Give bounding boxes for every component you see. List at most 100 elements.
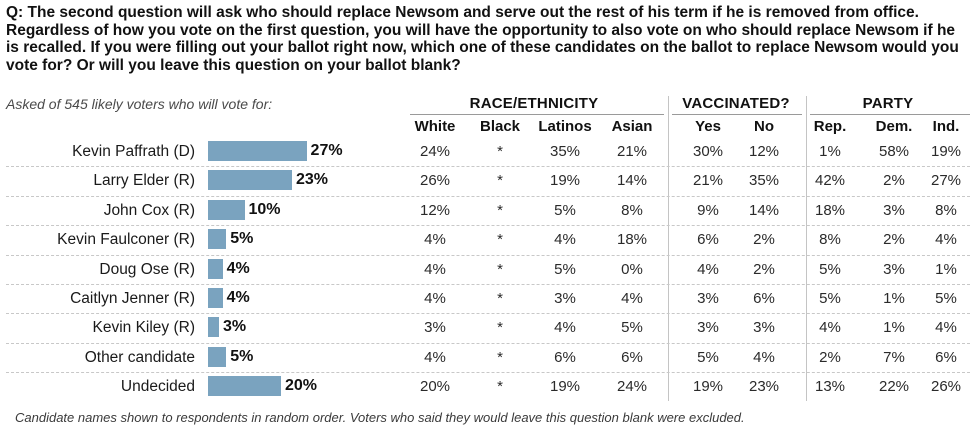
table-cell: 5%	[819, 260, 841, 278]
bar-value-label: 10%	[248, 200, 281, 218]
table-cell: 18%	[616, 231, 648, 249]
bar-value-label: 3%	[222, 318, 247, 336]
column-header: Ind.	[932, 118, 960, 135]
table-cell: 22%	[878, 378, 910, 396]
table-cell: 20%	[419, 378, 451, 396]
footnote: Candidate names shown to respondents in …	[15, 410, 745, 425]
table-cell: 3%	[554, 290, 576, 307]
table-cell: 4%	[424, 260, 446, 278]
table-row: Larry Elder (R) 23% 26% * 19% 14% 21% 35% 42% 2% 2…	[0, 167, 976, 197]
group-header-vaccinated: VACCINATED?	[682, 95, 790, 112]
table-cell: 0%	[621, 260, 643, 278]
table-row: Caitlyn Jenner (R) 4% 4% * 3% 4% 3% 6% 5% 1% 5%	[0, 285, 976, 315]
table-cell: 4%	[621, 290, 643, 307]
table-cell: 21%	[616, 143, 648, 160]
row-divider	[6, 342, 970, 344]
bar-value-label: 4%	[226, 259, 250, 277]
group-underline-vaccinated	[672, 114, 802, 115]
table-cell: 3%	[697, 319, 719, 337]
table-cell: 14%	[616, 172, 648, 190]
table-cell: 8%	[621, 201, 643, 219]
candidate-name: Larry Elder (R)	[93, 172, 195, 190]
table-row: John Cox (R) 10% 12% * 5% 8% 9% 14% 18% 3% 8%	[0, 197, 976, 227]
table-cell: 35%	[748, 172, 780, 190]
bar-mark	[208, 229, 227, 250]
table-cell: 5%	[554, 260, 576, 278]
table-cell: 4%	[753, 348, 775, 366]
table-cell: 2%	[753, 260, 775, 278]
column-divider	[668, 96, 669, 401]
table-cell: 27%	[930, 172, 962, 190]
bar-mark	[208, 170, 292, 191]
bar-mark	[208, 317, 219, 338]
table-cell: 5%	[935, 290, 957, 307]
group-underline-party	[810, 114, 970, 115]
table-cell: 4%	[424, 290, 446, 307]
bar-mark	[208, 346, 227, 367]
table-cell: 1%	[935, 260, 957, 278]
table-cell: *	[497, 378, 503, 396]
table-cell: 19%	[692, 378, 724, 396]
table-cell: *	[497, 231, 503, 249]
row-divider	[6, 254, 970, 256]
column-divider	[806, 96, 807, 401]
table-cell: *	[497, 172, 503, 190]
bar-value-label: 5%	[230, 347, 254, 365]
table-cell: 24%	[419, 143, 451, 160]
candidate-name: Doug Ose (R)	[99, 260, 195, 278]
table-cell: 6%	[935, 348, 957, 366]
row-divider	[6, 166, 970, 168]
bar-value-label: 23%	[295, 171, 328, 189]
candidate-name: Caitlyn Jenner (R)	[70, 290, 195, 307]
row-divider	[6, 225, 970, 227]
table-cell: 4%	[819, 319, 841, 337]
column-header: No	[754, 118, 774, 135]
bar-mark	[208, 141, 307, 161]
table-cell: 1%	[819, 143, 841, 160]
table-cell: 5%	[819, 290, 841, 307]
table-cell: 5%	[554, 201, 576, 219]
table-row: Kevin Faulconer (R) 5% 4% * 4% 18% 6% 2% 8% 2% 4%	[0, 226, 976, 256]
candidate-name: Kevin Paffrath (D)	[72, 143, 195, 160]
table-cell: 4%	[935, 319, 957, 337]
bar-mark	[208, 288, 223, 308]
table-cell: *	[497, 201, 503, 219]
table-cell: 3%	[883, 260, 905, 278]
table-cell: 1%	[883, 290, 905, 307]
column-header: Yes	[695, 118, 721, 135]
table-cell: 19%	[549, 378, 581, 396]
column-header: Asian	[611, 118, 653, 135]
table-cell: 3%	[883, 201, 905, 219]
table-cell: 19%	[549, 172, 581, 190]
column-header: Latinos	[538, 118, 592, 135]
table-cell: 42%	[814, 172, 846, 190]
column-header: Rep.	[813, 118, 847, 135]
candidate-name: Undecided	[120, 378, 195, 396]
row-divider	[6, 313, 970, 315]
table-cell: 14%	[748, 201, 780, 219]
table-cell: 18%	[814, 201, 846, 219]
table-cell: 8%	[935, 201, 957, 219]
table-cell: 35%	[549, 143, 581, 160]
table-cell: 1%	[883, 319, 905, 337]
table-cell: 7%	[883, 348, 905, 366]
table-cell: 4%	[697, 260, 719, 278]
table-cell: 6%	[753, 290, 775, 307]
candidate-name: Kevin Kiley (R)	[92, 319, 196, 337]
column-header: Dem.	[875, 118, 913, 135]
table-cell: 4%	[424, 231, 446, 249]
row-divider	[6, 372, 970, 374]
table-cell: 21%	[692, 172, 724, 190]
bar-value-label: 20%	[285, 377, 318, 395]
table-cell: 23%	[748, 378, 780, 396]
candidate-name: Kevin Faulconer (R)	[57, 231, 195, 249]
sample-subtitle: Asked of 545 likely voters who will vote…	[6, 96, 273, 112]
table-cell: 3%	[697, 290, 719, 307]
table-cell: *	[497, 260, 503, 278]
table-cell: 12%	[419, 201, 451, 219]
bar-value-label: 27%	[310, 142, 343, 159]
table-cell: 3%	[753, 319, 775, 337]
table-cell: 6%	[621, 348, 643, 366]
table-cell: 2%	[883, 172, 905, 190]
table-cell: 6%	[554, 348, 576, 366]
